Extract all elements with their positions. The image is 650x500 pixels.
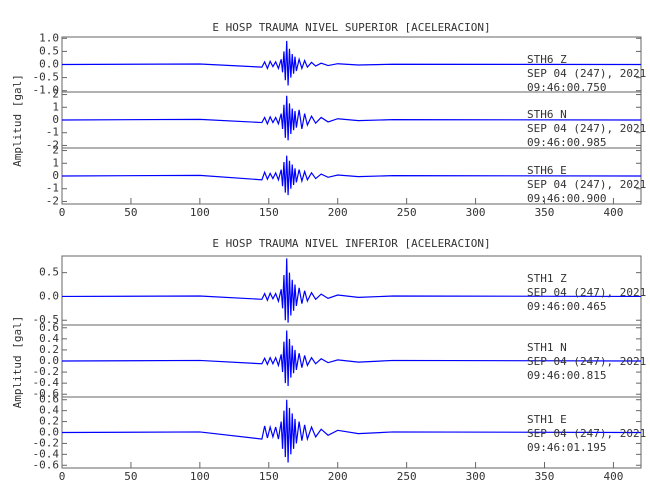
trace-date: SEP 04 (247), 2021 bbox=[527, 122, 646, 135]
x-tick-label: 0 bbox=[59, 470, 66, 483]
y-tick-label: 0.2 bbox=[39, 343, 59, 356]
y-tick-label: 1 bbox=[52, 156, 59, 169]
chart-title: E HOSP TRAUMA NIVEL SUPERIOR [ACELERACIO… bbox=[212, 21, 490, 34]
y-tick-label: 0.6 bbox=[39, 393, 59, 406]
x-tick-label: 350 bbox=[535, 206, 555, 219]
waveform bbox=[61, 155, 642, 196]
trace-time: 09:46:00.750 bbox=[527, 81, 606, 94]
trace-date: SEP 04 (247), 2021 bbox=[527, 427, 646, 440]
x-tick-label: 150 bbox=[259, 470, 279, 483]
waveform bbox=[61, 95, 642, 141]
trace-date: SEP 04 (247), 2021 bbox=[527, 286, 646, 299]
x-tick-label: 200 bbox=[328, 206, 348, 219]
trace-date: SEP 04 (247), 2021 bbox=[527, 355, 646, 368]
waveform bbox=[61, 330, 642, 386]
y-tick-label: 0.5 bbox=[39, 44, 59, 57]
y-tick-label: 0.2 bbox=[39, 415, 59, 428]
y-tick-label: 0.5 bbox=[39, 266, 59, 279]
x-tick-label: 200 bbox=[328, 470, 348, 483]
x-tick-label: 400 bbox=[603, 206, 623, 219]
y-tick-label: -0.5 bbox=[33, 313, 60, 326]
trace-time: 09:46:00.465 bbox=[527, 300, 606, 313]
y-tick-label: -0.4 bbox=[33, 447, 60, 460]
waveform bbox=[61, 258, 642, 323]
trace-station: STH1 N bbox=[527, 341, 567, 354]
y-tick-label: -2 bbox=[46, 194, 59, 207]
x-tick-label: 100 bbox=[190, 206, 210, 219]
y-tick-label: 0.4 bbox=[39, 404, 59, 417]
y-tick-label: 0 bbox=[52, 113, 59, 126]
x-tick-label: 0 bbox=[59, 206, 66, 219]
y-tick-label: -1.0 bbox=[33, 84, 60, 97]
trace-time: 09:46:00.985 bbox=[527, 136, 606, 149]
y-tick-label: 0.0 bbox=[39, 426, 59, 439]
x-tick-label: 300 bbox=[466, 206, 486, 219]
y-tick-label: -0.5 bbox=[33, 71, 60, 84]
y-tick-label: -0.2 bbox=[33, 365, 60, 378]
y-tick-label: 0.0 bbox=[39, 58, 59, 71]
y-tick-label: 0 bbox=[52, 169, 59, 182]
x-tick-label: 250 bbox=[397, 470, 417, 483]
x-tick-label: 50 bbox=[124, 470, 137, 483]
y-tick-label: 1 bbox=[52, 100, 59, 113]
trace-station: STH1 Z bbox=[527, 272, 567, 285]
y-tick-label: -0.6 bbox=[33, 458, 60, 471]
chart-title: E HOSP TRAUMA NIVEL INFERIOR [ACELERACIO… bbox=[212, 237, 490, 250]
trace-station: STH6 N bbox=[527, 108, 567, 121]
trace-time: 09:46:00.900 bbox=[527, 192, 606, 205]
y-tick-label: -1 bbox=[46, 126, 59, 139]
y-tick-label: -0.2 bbox=[33, 436, 60, 449]
y-tick-label: 0.0 bbox=[39, 289, 59, 302]
waveform bbox=[61, 399, 642, 463]
y-tick-label: -0.6 bbox=[33, 387, 60, 400]
y-axis-label: Amplitud [gal] bbox=[11, 74, 24, 167]
trace-date: SEP 04 (247), 2021 bbox=[527, 67, 646, 80]
y-axis-label: Amplitud [gal] bbox=[11, 316, 24, 409]
trace-time: 09:46:00.815 bbox=[527, 369, 606, 382]
y-tick-label: 0.4 bbox=[39, 332, 59, 345]
x-tick-label: 50 bbox=[124, 206, 137, 219]
y-tick-label: -0.4 bbox=[33, 376, 60, 389]
y-tick-label: -1 bbox=[46, 182, 59, 195]
y-tick-label: 0.0 bbox=[39, 354, 59, 367]
y-tick-label: 0.6 bbox=[39, 321, 59, 334]
x-tick-label: 400 bbox=[603, 470, 623, 483]
x-tick-label: 350 bbox=[535, 470, 555, 483]
trace-time: 09:46:01.195 bbox=[527, 441, 606, 454]
trace-station: STH6 E bbox=[527, 164, 567, 177]
y-tick-label: 2 bbox=[52, 88, 59, 101]
x-tick-label: 300 bbox=[466, 470, 486, 483]
trace-date: SEP 04 (247), 2021 bbox=[527, 178, 646, 191]
waveform bbox=[61, 40, 642, 86]
x-tick-label: 150 bbox=[259, 206, 279, 219]
trace-station: STH6 Z bbox=[527, 53, 567, 66]
x-tick-label: 250 bbox=[397, 206, 417, 219]
x-tick-label: 100 bbox=[190, 470, 210, 483]
y-tick-label: -2 bbox=[46, 138, 59, 151]
trace-station: STH1 E bbox=[527, 413, 567, 426]
y-tick-label: 1.0 bbox=[39, 31, 59, 44]
y-tick-label: 2 bbox=[52, 144, 59, 157]
